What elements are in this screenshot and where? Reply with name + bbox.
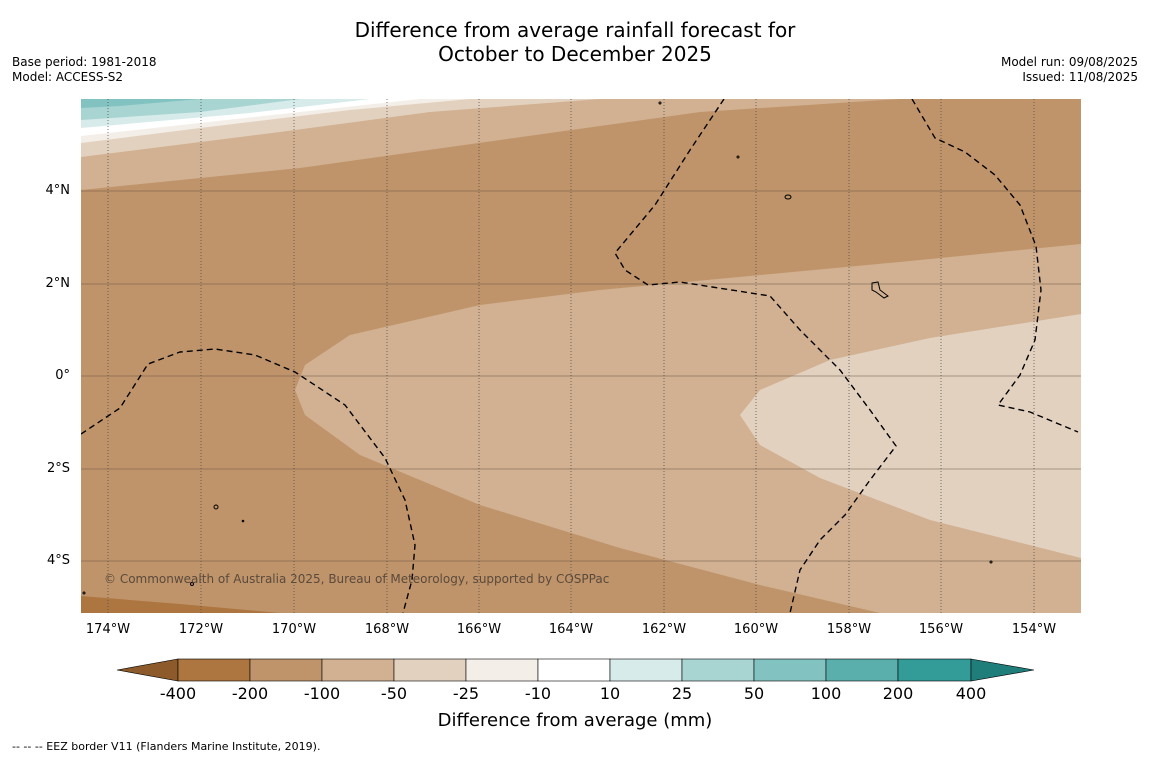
region-central-minus50: [295, 244, 1081, 613]
colorbar-tick: -25: [452, 684, 480, 703]
lon-label: 166°W: [456, 622, 502, 637]
lon-label: 172°W: [178, 622, 224, 637]
eez-borders: [81, 99, 1079, 613]
lon-label: 158°W: [826, 622, 872, 637]
colorbar-tick: 400: [955, 684, 987, 703]
eez-footnote: -- -- -- EEZ border V11 (Flanders Marine…: [12, 740, 321, 753]
colorbar-bin: [537, 658, 611, 682]
lat-label-4n: 4°N: [45, 183, 71, 198]
lat-label-0: 0°: [55, 368, 70, 383]
colorbar-tick: 200: [882, 684, 914, 703]
lon-label: 170°W: [271, 622, 317, 637]
lon-label: 160°W: [733, 622, 779, 637]
colorbar-label: Difference from average (mm): [437, 710, 713, 731]
colorbar-tick: -10: [524, 684, 552, 703]
colorbar-tick: 10: [599, 684, 621, 703]
region-top-50-100: [81, 99, 200, 108]
colorbar-bin: [609, 658, 683, 682]
islands: [82, 101, 993, 595]
colorbar-bin: [897, 658, 972, 682]
colorbar-bin: [825, 658, 899, 682]
meta-left: Base period: 1981-2018 Model: ACCESS-S2: [12, 55, 157, 85]
base-period: Base period: 1981-2018: [12, 55, 157, 69]
lat-label-2n: 2°N: [45, 276, 71, 291]
colorbar-bin: [393, 658, 467, 682]
model-name: Model: ACCESS-S2: [12, 70, 124, 84]
issued-date: Issued: 11/08/2025: [1022, 70, 1138, 84]
meta-right: Model run: 09/08/2025 Issued: 11/08/2025: [1001, 55, 1138, 85]
colorbar-bin: [681, 658, 755, 682]
colorbar-tick: -50: [380, 684, 408, 703]
lon-label: 162°W: [641, 622, 687, 637]
title-line-1: Difference from average rainfall forecas…: [354, 18, 796, 42]
colorbar-tick: 25: [671, 684, 693, 703]
colorbar-bin: [249, 658, 323, 682]
copyright-note: © Commonwealth of Australia 2025, Bureau…: [104, 572, 610, 586]
latitude-gridlines: [81, 190, 1081, 562]
lat-label-2s: 2°S: [46, 461, 70, 476]
map-plot-area: [81, 99, 1081, 613]
model-run: Model run: 09/08/2025: [1000, 55, 1138, 69]
colorbar-tick: -400: [159, 684, 197, 703]
colorbar-tick: -100: [303, 684, 341, 703]
colorbar-tick: 100: [810, 684, 842, 703]
lon-label: 154°W: [1011, 622, 1057, 637]
colorbar-bin: [321, 658, 395, 682]
lon-label: 164°W: [548, 622, 594, 637]
lon-label: 174°W: [85, 622, 131, 637]
colorbar-bin: [753, 658, 827, 682]
map-title: Difference from average rainfall forecas…: [0, 18, 1150, 66]
colorbar-bin: [177, 658, 251, 682]
region-central-minus25: [740, 314, 1081, 558]
colorbar-tick: 50: [743, 684, 765, 703]
colorbar-tick: -200: [231, 684, 269, 703]
colorbar-bin: [465, 658, 539, 682]
colorbar-over-arrow: [970, 658, 1035, 682]
title-line-2: October to December 2025: [438, 42, 712, 66]
colorbar-under-arrow: [116, 658, 179, 682]
lat-label-4s: 4°S: [46, 553, 70, 568]
colorbar: [116, 658, 1035, 682]
lon-label: 168°W: [364, 622, 410, 637]
region-bottom-minus200: [81, 596, 280, 613]
lon-label: 156°W: [918, 622, 964, 637]
